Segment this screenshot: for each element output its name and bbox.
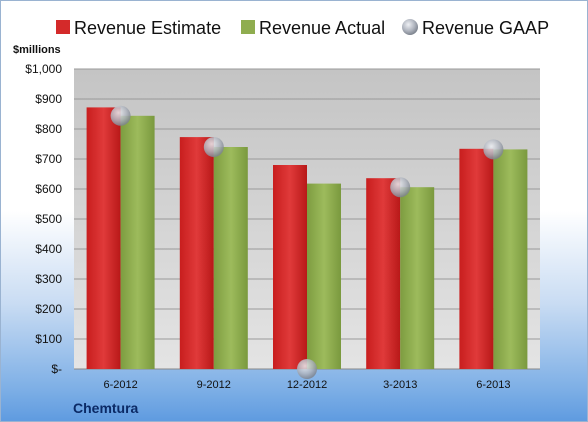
legend-swatch-gaap bbox=[402, 19, 418, 35]
y-tick-label: $800 bbox=[35, 122, 62, 136]
bars bbox=[86, 107, 528, 370]
marker-revenue-gaap bbox=[297, 359, 317, 379]
y-tick-label: $600 bbox=[35, 182, 62, 196]
bar-revenue-actual bbox=[213, 147, 248, 369]
bar-revenue-actual bbox=[400, 187, 435, 369]
y-tick-label: $400 bbox=[35, 242, 62, 256]
bar-revenue-actual bbox=[493, 149, 528, 369]
y-tick-label: $900 bbox=[35, 92, 62, 106]
bar-revenue-estimate bbox=[273, 165, 307, 369]
x-tick-label: 6-2013 bbox=[476, 379, 510, 391]
legend-swatch-actual bbox=[241, 20, 255, 34]
x-axis: 6-2012 9-2012 12-2012 3-2013 6-2013 bbox=[103, 379, 510, 391]
legend-swatch-estimate bbox=[56, 20, 70, 34]
marker-revenue-gaap bbox=[203, 137, 224, 157]
y-tick-label: $500 bbox=[35, 212, 62, 226]
legend-label-gaap: Revenue GAAP bbox=[422, 18, 549, 38]
legend-label-estimate: Revenue Estimate bbox=[74, 18, 221, 38]
bar-revenue-estimate bbox=[459, 148, 494, 369]
legend: Revenue Estimate Revenue Actual Revenue … bbox=[56, 18, 549, 38]
y-tick-label: $200 bbox=[35, 302, 62, 316]
y-tick-label: $300 bbox=[35, 272, 62, 286]
marker-revenue-gaap bbox=[483, 139, 504, 160]
bar-revenue-actual bbox=[120, 115, 155, 369]
bar-revenue-estimate bbox=[366, 178, 401, 369]
marker-revenue-gaap bbox=[110, 105, 131, 126]
y-tick-label: $- bbox=[51, 362, 62, 376]
y-tick-label: $100 bbox=[35, 332, 62, 346]
legend-label-actual: Revenue Actual bbox=[259, 18, 385, 38]
x-tick-label: 12-2012 bbox=[287, 379, 327, 391]
x-tick-label: 3-2013 bbox=[383, 379, 417, 391]
y-axis: $- $100 $200 $300 $400 $500 $600 $700 $800 $900 $1… bbox=[25, 62, 62, 376]
y-tick-label: $700 bbox=[35, 152, 62, 166]
unit-label: $millions bbox=[13, 44, 61, 56]
bar-revenue-actual bbox=[307, 183, 341, 369]
company-name: Chemtura bbox=[73, 400, 139, 416]
x-tick-label: 9-2012 bbox=[197, 379, 231, 391]
bar-revenue-estimate bbox=[179, 137, 214, 369]
marker-revenue-gaap bbox=[390, 177, 411, 198]
x-tick-label: 6-2012 bbox=[103, 379, 137, 391]
y-tick-label: $1,000 bbox=[25, 62, 62, 76]
bar-revenue-estimate bbox=[86, 107, 121, 370]
gaap-markers bbox=[110, 105, 504, 379]
